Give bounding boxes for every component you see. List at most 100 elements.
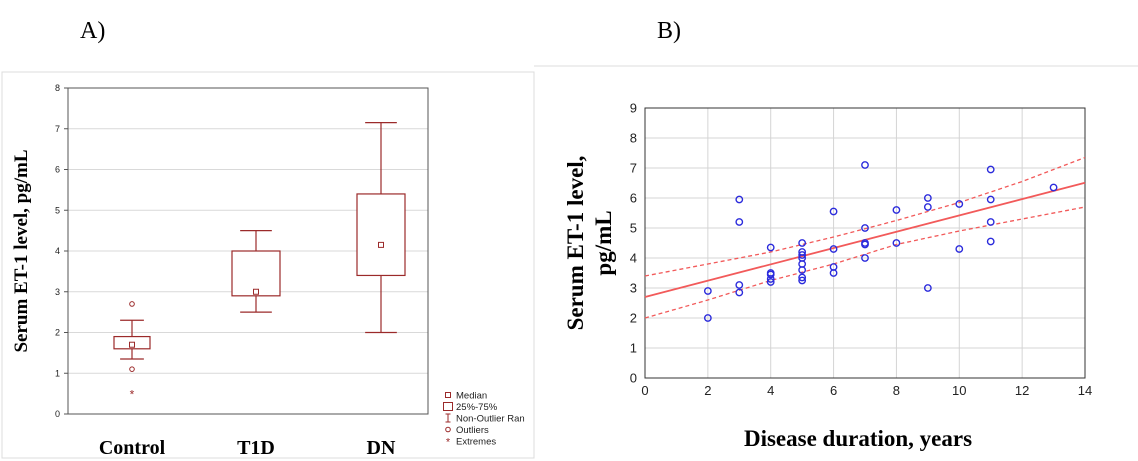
scatter-point (986, 195, 995, 204)
box-category-label: T1D (237, 437, 275, 459)
scatter-point (798, 273, 807, 282)
legend-median-symbol (445, 392, 451, 398)
box-outlier-point (129, 301, 135, 307)
scatter-y-tick-label: 2 (630, 311, 637, 326)
scatter-point (798, 266, 807, 274)
box-plot-categories: Control T1D DN (99, 437, 396, 459)
scatter-point (986, 218, 995, 226)
box-plot-y-ticks: 0 1 2 3 4 5 6 7 8 (55, 83, 68, 419)
scatter-x-tick-label: 0 (641, 383, 648, 398)
scatter-point (766, 243, 775, 252)
scatter-point (861, 240, 869, 249)
box-category-label: Control (99, 437, 166, 459)
scatter-confidence-band (644, 156, 1086, 319)
scatter-gridlines (645, 108, 1085, 378)
scatter-y-ticks: 0 1 2 3 4 5 6 7 8 9 (630, 101, 637, 386)
confidence-band-lower (644, 206, 1086, 319)
box-plot-y-tick-label: 8 (55, 83, 60, 93)
box-plot-y-tick-label: 5 (55, 205, 60, 215)
box-plot-y-tick-label: 6 (55, 165, 60, 175)
scatter-y-tick-label: 7 (630, 161, 637, 176)
box-median-marker (378, 241, 384, 248)
scatter-y-axis-title-line-1: Serum ET-1 level, (563, 156, 588, 331)
box-plot-y-tick-label: 2 (55, 328, 60, 338)
scatter-point (703, 287, 712, 295)
scatter-point (766, 275, 775, 283)
legend-entry-label: Extremes (456, 437, 496, 448)
box-outlier-point (129, 366, 135, 372)
scatter-x-axis-title: Disease duration, years (744, 426, 972, 451)
scatter-points (703, 161, 1058, 322)
box-median-marker (129, 341, 135, 348)
scatter-point (735, 218, 744, 226)
box-plot-boxes: * (113, 122, 406, 402)
scatter-y-axis-title: Serum ET-1 level, pg/mL (563, 156, 616, 331)
scatter-y-tick-label: 8 (630, 131, 637, 146)
scatter-point (735, 288, 744, 297)
scatter-point (986, 165, 995, 174)
legend-entry-label: 25%-75% (456, 402, 498, 413)
scatter-point (766, 270, 775, 279)
legend-extreme-symbol: * (446, 437, 451, 449)
box-plot-chart: 0 1 2 3 4 5 6 7 8 * Control T1D DN Serum ET-1 leve… (1, 71, 535, 459)
box-category-label: DN (367, 437, 396, 459)
scatter-point (1049, 183, 1058, 192)
legend-iqr-symbol (443, 402, 453, 411)
box-t1d (231, 230, 281, 313)
confidence-band-upper (644, 156, 1086, 277)
box-extreme-point: * (130, 388, 135, 402)
scatter-point (955, 200, 964, 208)
box-plot-frame (1, 71, 535, 459)
box-plot-y-tick-label: 0 (55, 409, 60, 419)
scatter-point (955, 245, 964, 253)
scatter-plot-area (644, 107, 1086, 379)
scatter-y-tick-label: 4 (630, 251, 637, 266)
scatter-y-tick-label: 9 (630, 101, 637, 116)
scatter-x-ticks: 0 2 4 6 8 10 12 14 (641, 383, 1092, 398)
legend-entry-label: Non-Outlier Ran (456, 414, 525, 425)
box-plot-y-tick-label: 7 (55, 124, 60, 134)
scatter-y-tick-label: 5 (630, 221, 637, 236)
scatter-y-tick-label: 0 (630, 371, 637, 386)
scatter-x-tick-label: 8 (893, 383, 900, 398)
legend-entry-label: Median (456, 391, 487, 402)
scatter-point (829, 207, 838, 216)
scatter-point (861, 161, 869, 169)
box-iqr-rect (231, 250, 281, 297)
scatter-point (829, 269, 838, 277)
scatter-point (923, 203, 932, 211)
panel-b-label: B) (657, 18, 681, 44)
scatter-point (735, 281, 744, 289)
scatter-x-tick-label: 14 (1078, 383, 1092, 398)
scatter-point (766, 278, 775, 286)
scatter-point (829, 245, 838, 253)
panel-a-label: A) (80, 18, 106, 44)
scatter-point (861, 224, 869, 232)
box-control: * (113, 301, 151, 402)
scatter-y-tick-label: 1 (630, 341, 637, 356)
scatter-x-tick-label: 2 (704, 383, 711, 398)
scatter-x-tick-label: 4 (767, 383, 774, 398)
scatter-point (798, 251, 807, 259)
box-median-marker (253, 288, 259, 295)
scatter-point (986, 237, 995, 246)
scatter-point (735, 195, 744, 204)
legend-entry-label: Outliers (456, 425, 489, 436)
box-plot-y-axis-title: Serum ET-1 level, pg/mL (11, 149, 32, 352)
box-plot-y-tick-label: 4 (55, 246, 60, 256)
scatter-x-tick-label: 6 (830, 383, 837, 398)
scatter-point (923, 284, 932, 292)
box-plot-y-tick-label: 3 (55, 287, 60, 297)
scatter-point (861, 254, 869, 262)
scatter-point (703, 314, 712, 322)
box-plot-y-tick-label: 1 (55, 368, 60, 378)
scatter-y-axis-title-line-2: pg/mL (591, 210, 616, 275)
box-dn (356, 122, 406, 334)
scatter-point (892, 239, 901, 247)
scatter-y-tick-label: 6 (630, 191, 637, 206)
box-iqr-rect (356, 193, 406, 277)
scatter-point (798, 239, 807, 247)
scatter-y-tick-label: 3 (630, 281, 637, 296)
scatter-x-tick-label: 12 (1015, 383, 1029, 398)
